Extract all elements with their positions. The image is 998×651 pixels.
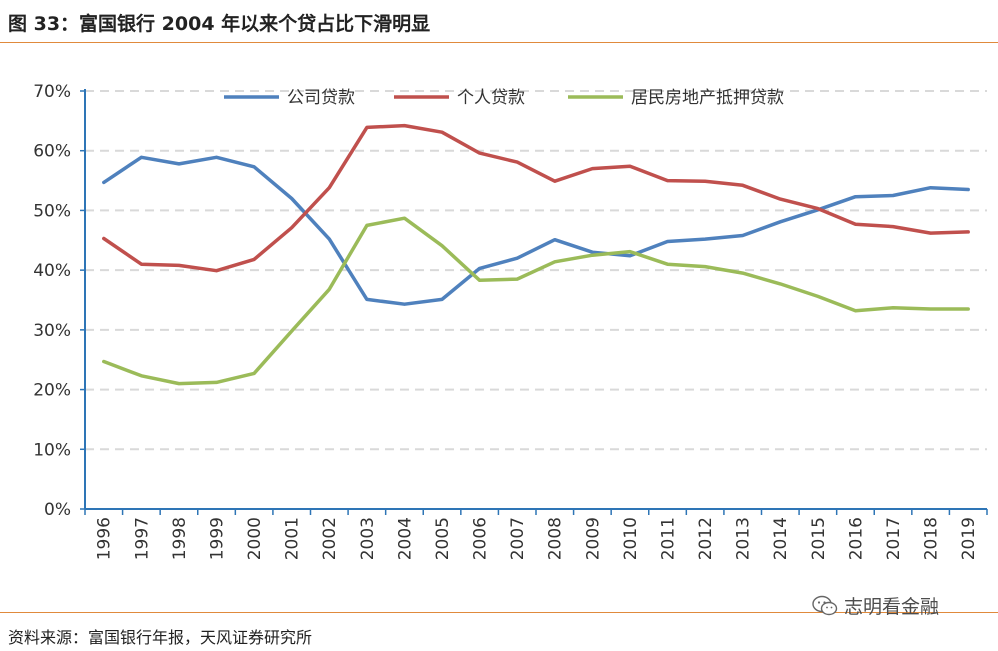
x-tick-label: 2014 [771,517,791,560]
watermark: 志明看金融 [812,592,939,619]
series-line [102,123,970,273]
x-tick-label: 1997 [132,517,152,560]
line-chart: 0% 10% 20% 30% 40% 50% 60% 70% 1996 1997 1998 1999… [33,82,988,560]
x-tick-label: 2005 [433,517,453,560]
legend-label: 居民房地产抵押贷款 [631,88,784,108]
x-tick-label: 2012 [696,517,716,560]
series-lines [102,123,970,386]
x-tick-labels: 1996 1997 1998 1999 2000 2001 2002 2003 2004 2005… [95,517,979,560]
x-tick-label: 2018 [922,517,942,560]
series-line [102,155,970,306]
figure-title: 图 33：富国银行 2004 年以来个贷占比下滑明显 [8,13,431,35]
x-tick-label: 2010 [621,517,641,560]
x-tick-label: 2004 [395,517,415,560]
x-tick-label: 2006 [471,517,491,560]
x-tick-label: 2017 [884,517,904,560]
y-tick-label: 10% [33,440,71,460]
x-tick-label: 2015 [809,517,829,560]
x-tick-label: 2008 [546,517,566,560]
x-tick-label: 2007 [508,517,528,560]
y-tick-label: 30% [33,321,71,341]
legend-label: 公司贷款 [287,88,355,108]
x-tick-label: 1998 [170,517,190,560]
x-tick-label: 2000 [245,517,265,560]
bottom-divider [0,612,998,613]
watermark-text: 志明看金融 [844,596,940,618]
x-tick-label: 2013 [734,517,754,560]
x-tick-label: 2011 [658,517,678,560]
y-tick-labels: 0% 10% 20% 30% 40% 50% 60% 70% [33,82,71,520]
x-tick-label: 1996 [95,517,115,560]
x-tick-label: 1999 [207,517,227,560]
x-tick-label: 2016 [846,517,866,560]
x-tick-label: 2003 [358,517,378,560]
wechat-icon [812,595,838,615]
axes [80,89,988,515]
x-tick-label: 2019 [959,517,979,560]
x-tick-label: 2002 [320,517,340,560]
y-tick-label: 60% [33,142,71,162]
series-line [102,216,970,386]
y-tick-label: 70% [33,82,71,102]
x-tick-label: 2009 [583,517,603,560]
y-tick-label: 40% [33,261,71,281]
y-tick-label: 0% [44,500,71,520]
source-note: 资料来源：富国银行年报，天风证券研究所 [8,628,313,647]
y-tick-label: 20% [33,381,71,401]
top-divider [0,42,998,43]
y-tick-label: 50% [33,201,71,221]
x-tick-label: 2001 [283,517,303,560]
legend-label: 个人贷款 [457,88,525,108]
legend: 公司贷款 个人贷款 居民房地产抵押贷款 [224,88,784,108]
